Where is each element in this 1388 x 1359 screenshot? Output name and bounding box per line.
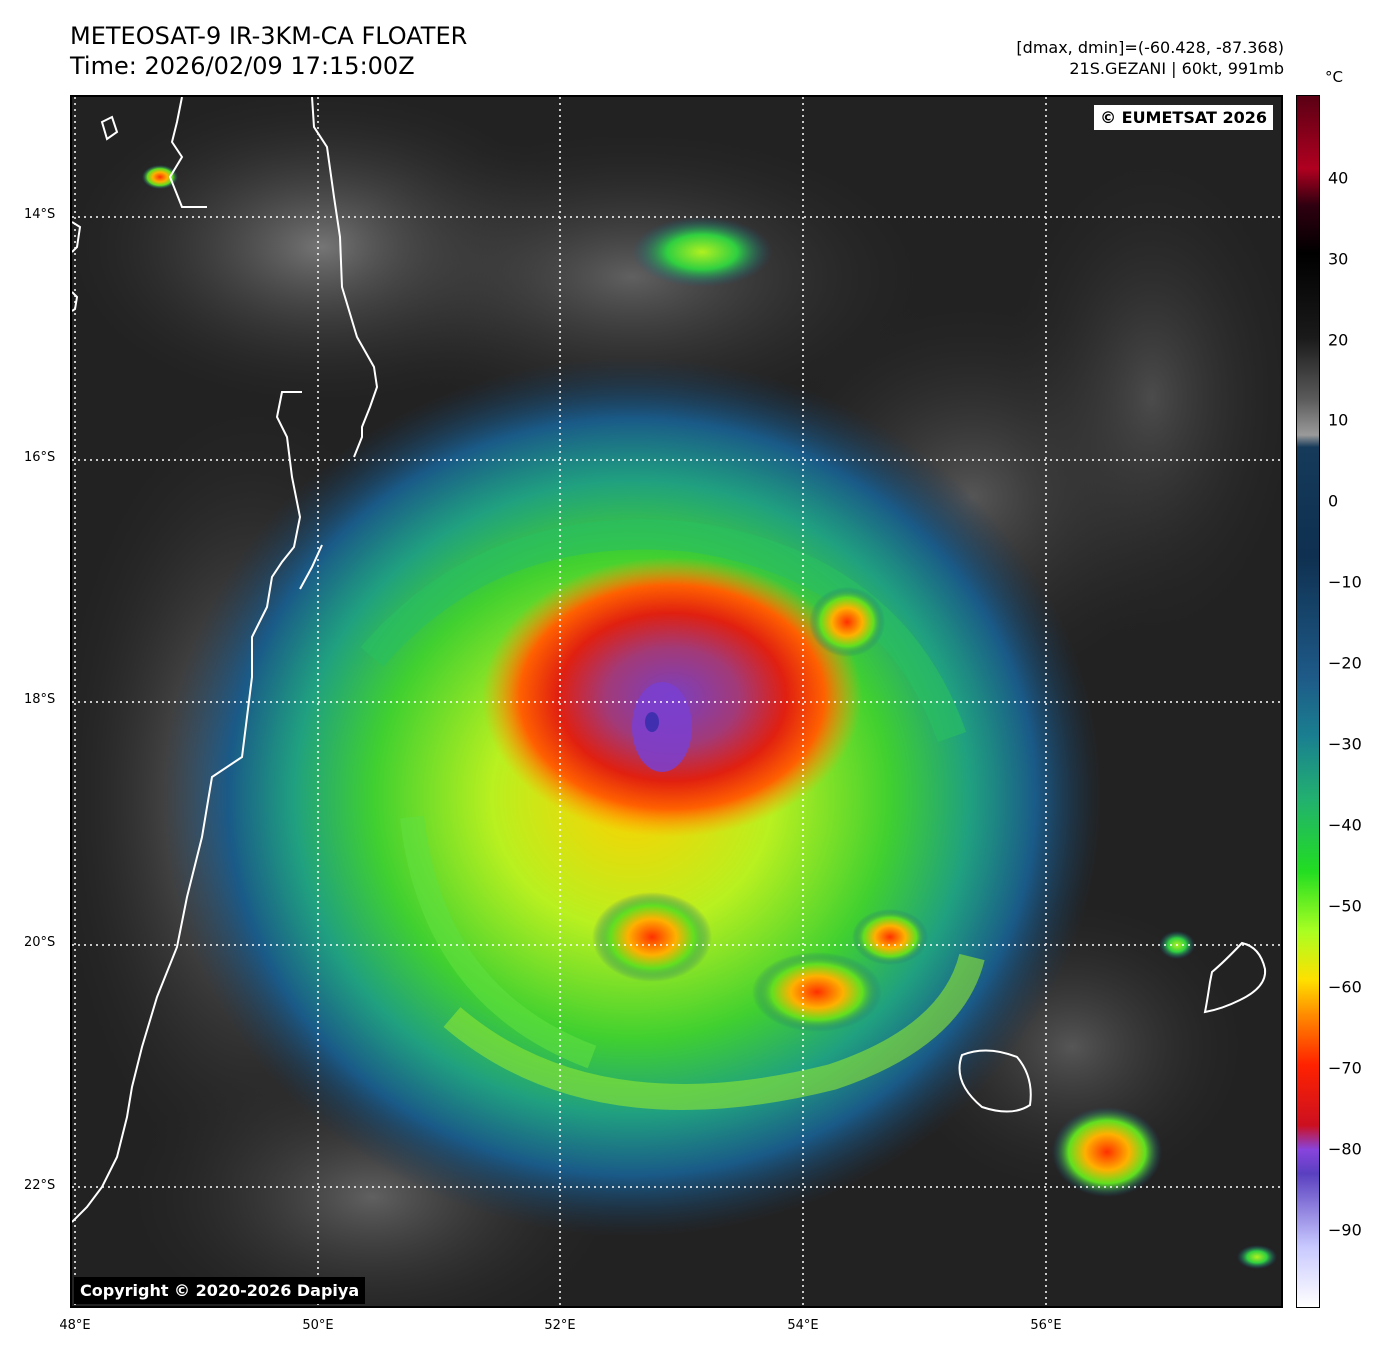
storm-info: 21S.GEZANI | 60kt, 991mb	[1069, 59, 1284, 78]
lat-label-16s: 16°S	[24, 450, 56, 465]
copyright-credit: Copyright © 2020-2026 Dapiya	[74, 1277, 366, 1304]
colorbar-label: 10	[1328, 410, 1349, 430]
colorbar-label: −10	[1328, 572, 1362, 592]
lon-label-52e: 52°E	[544, 1318, 576, 1333]
lat-label-18s: 18°S	[24, 692, 56, 707]
lon-label-48e: 48°E	[59, 1318, 91, 1333]
colorbar-label: −30	[1328, 734, 1362, 754]
temperature-colorbar	[1296, 95, 1320, 1308]
lon-label-50e: 50°E	[302, 1318, 334, 1333]
map-title: METEOSAT-9 IR-3KM-CA FLOATER	[70, 22, 468, 50]
intensity-range: [dmax, dmin]=(-60.428, -87.368)	[1016, 38, 1284, 57]
colorbar-label: 20	[1328, 330, 1349, 350]
map-time: Time: 2026/02/09 17:15:00Z	[70, 52, 415, 80]
lon-label-56e: 56°E	[1030, 1318, 1062, 1333]
colorbar-label: −20	[1328, 653, 1362, 673]
lat-label-20s: 20°S	[24, 935, 56, 950]
colorbar-label: −50	[1328, 896, 1362, 916]
colorbar-label: −80	[1328, 1139, 1362, 1159]
colorbar-label: −90	[1328, 1220, 1362, 1240]
colorbar-unit: °C	[1325, 68, 1343, 86]
eumetsat-credit: © EUMETSAT 2026	[1094, 105, 1273, 130]
colorbar-label: −70	[1328, 1058, 1362, 1078]
satellite-map: © EUMETSAT 2026 Copyright © 2020-2026 Da…	[70, 95, 1283, 1308]
lon-label-54e: 54°E	[787, 1318, 819, 1333]
colorbar-label: −60	[1328, 977, 1362, 997]
colorbar-label: −40	[1328, 815, 1362, 835]
colorbar-label: 30	[1328, 249, 1349, 269]
lat-label-22s: 22°S	[24, 1178, 56, 1193]
colorbar-label: 0	[1328, 491, 1339, 511]
lat-label-14s: 14°S	[24, 207, 56, 222]
colorbar-label: 40	[1328, 168, 1349, 188]
satellite-imagery	[72, 97, 1281, 1306]
